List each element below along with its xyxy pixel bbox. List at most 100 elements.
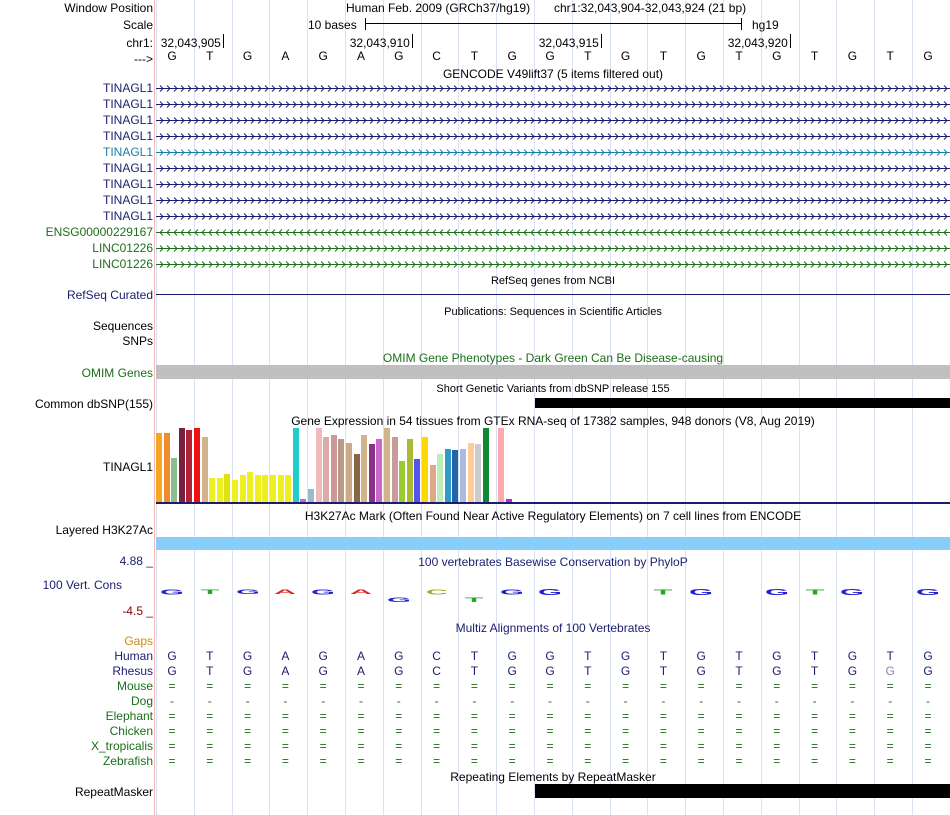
gtex-tissue-bar[interactable] <box>239 475 246 502</box>
gtex-tissue-bar[interactable] <box>467 442 474 502</box>
gencode-gene-label[interactable]: TINAGL1 <box>102 97 153 111</box>
gtex-tissue-bar[interactable] <box>315 428 322 502</box>
gtex-tissue-bar[interactable] <box>460 448 466 502</box>
sequences-label[interactable]: Sequences <box>92 319 153 333</box>
gencode-transcript[interactable] <box>156 132 950 141</box>
refseq-label[interactable]: RefSeq Curated <box>66 288 153 302</box>
publications-title[interactable]: Publications: Sequences in Scientific Ar… <box>444 306 662 318</box>
gencode-transcript[interactable] <box>156 84 950 93</box>
h3k27ac-signal[interactable] <box>156 537 950 550</box>
gencode-gene-label[interactable]: TINAGL1 <box>102 113 153 127</box>
gencode-gene-label[interactable]: LINC01226 <box>92 241 153 255</box>
gtex-tissue-bar[interactable] <box>224 473 231 502</box>
gtex-label[interactable]: TINAGL1 <box>102 460 153 474</box>
gtex-tissue-bar[interactable] <box>346 442 352 502</box>
gencode-transcript[interactable] <box>156 260 950 269</box>
gtex-tissue-bar[interactable] <box>376 439 383 502</box>
species-label[interactable]: Dog <box>130 694 153 708</box>
gtex-tissue-bar[interactable] <box>292 428 299 502</box>
refseq-title[interactable]: RefSeq genes from NCBI <box>490 275 616 287</box>
dbsnp-bar[interactable] <box>535 398 950 408</box>
gtex-tissue-bar[interactable] <box>232 479 238 502</box>
gtex-tissue-bar[interactable] <box>201 436 208 502</box>
gtex-tissue-bar[interactable] <box>209 478 216 502</box>
gencode-gene-label[interactable]: TINAGL1 <box>102 177 153 191</box>
species-label[interactable]: X_tropicalis <box>90 739 153 753</box>
repeatmasker-bar[interactable] <box>535 784 950 798</box>
species-label[interactable]: Mouse <box>116 679 153 693</box>
h3k27ac-label[interactable]: Layered H3K27Ac <box>55 523 153 537</box>
gtex-tissue-bar[interactable] <box>368 444 375 502</box>
gtex-tissue-bar[interactable] <box>399 461 406 502</box>
gencode-transcript[interactable] <box>156 212 950 221</box>
gencode-transcript[interactable] <box>156 100 950 109</box>
gtex-tissue-bar[interactable] <box>452 450 459 502</box>
gtex-tissue-bar[interactable] <box>186 430 193 502</box>
gtex-tissue-bar[interactable] <box>270 475 276 502</box>
snps-label[interactable]: SNPs <box>122 334 153 348</box>
gtex-tissue-bar[interactable] <box>308 488 314 502</box>
gtex-tissue-bar[interactable] <box>422 436 428 502</box>
gtex-tissue-bar[interactable] <box>498 428 504 502</box>
omim-bar[interactable] <box>156 365 950 379</box>
position-readout[interactable]: chr1:32,043,904-32,043,924 (21 bp) <box>554 1 747 15</box>
species-label[interactable]: Rhesus <box>112 664 153 678</box>
gtex-title[interactable]: Gene Expression in 54 tissues from GTEx … <box>291 414 815 428</box>
gtex-tissue-bar[interactable] <box>262 475 269 502</box>
gtex-tissue-bar[interactable] <box>384 428 390 502</box>
gencode-transcript[interactable] <box>156 196 950 205</box>
gtex-tissue-bar[interactable] <box>247 472 254 502</box>
gencode-gene-label[interactable]: TINAGL1 <box>102 193 153 207</box>
gtex-tissue-bar[interactable] <box>406 439 413 502</box>
gencode-transcript[interactable] <box>156 180 950 189</box>
gencode-gene-label[interactable]: TINAGL1 <box>102 81 153 95</box>
gtex-tissue-bar[interactable] <box>171 457 178 502</box>
gtex-tissue-bar[interactable] <box>353 453 360 502</box>
gtex-tissue-bar[interactable] <box>505 499 512 502</box>
gtex-tissue-bar[interactable] <box>361 435 368 502</box>
gtex-tissue-bar[interactable] <box>482 428 489 502</box>
gtex-tissue-bar[interactable] <box>156 433 162 502</box>
gencode-transcript[interactable] <box>156 244 950 253</box>
gtex-chart[interactable] <box>156 428 556 502</box>
gtex-tissue-bar[interactable] <box>391 436 398 502</box>
gencode-gene-label[interactable]: TINAGL1 <box>102 145 153 159</box>
gtex-tissue-bar[interactable] <box>414 459 421 502</box>
gencode-transcript[interactable] <box>156 228 950 237</box>
h3k27ac-title[interactable]: H3K27Ac Mark (Often Found Near Active Re… <box>304 509 802 523</box>
gtex-tissue-bar[interactable] <box>194 428 200 502</box>
dbsnp-label[interactable]: Common dbSNP(155) <box>34 397 153 411</box>
gtex-tissue-bar[interactable] <box>338 439 345 502</box>
gtex-tissue-bar[interactable] <box>437 453 444 502</box>
species-label[interactable]: Human <box>114 649 153 663</box>
gencode-title[interactable]: GENCODE V49lift37 (5 items filtered out) <box>442 67 664 81</box>
gtex-tissue-bar[interactable] <box>178 428 185 502</box>
conservation-label[interactable]: 100 Vert. Cons <box>42 578 122 592</box>
gaps-label[interactable]: Gaps <box>124 634 153 648</box>
gtex-tissue-bar[interactable] <box>444 448 451 502</box>
gtex-tissue-bar[interactable] <box>323 436 330 502</box>
repeatmasker-label[interactable]: RepeatMasker <box>74 785 153 799</box>
gtex-tissue-bar[interactable] <box>285 475 292 502</box>
gencode-gene-label[interactable]: TINAGL1 <box>102 161 153 175</box>
gtex-tissue-bar[interactable] <box>429 465 436 502</box>
gtex-tissue-bar[interactable] <box>300 499 307 502</box>
gencode-gene-label[interactable]: LINC01226 <box>92 257 153 271</box>
gencode-gene-label[interactable]: ENSG00000229167 <box>45 225 153 239</box>
gencode-transcript[interactable] <box>156 116 950 125</box>
gtex-tissue-bar[interactable] <box>163 433 170 502</box>
gencode-gene-label[interactable]: TINAGL1 <box>102 129 153 143</box>
dbsnp-title[interactable]: Short Genetic Variants from dbSNP releas… <box>436 383 670 395</box>
gtex-tissue-bar[interactable] <box>254 475 261 502</box>
gencode-gene-label[interactable]: TINAGL1 <box>102 209 153 223</box>
omim-title[interactable]: OMIM Gene Phenotypes - Dark Green Can Be… <box>382 351 724 365</box>
species-label[interactable]: Chicken <box>109 724 153 738</box>
gtex-tissue-bar[interactable] <box>330 435 337 502</box>
gtex-tissue-bar[interactable] <box>475 444 482 502</box>
gencode-transcript[interactable] <box>156 148 950 157</box>
gtex-tissue-bar[interactable] <box>277 475 284 502</box>
repeatmasker-title[interactable]: Repeating Elements by RepeatMasker <box>450 770 656 784</box>
conservation-title[interactable]: 100 vertebrates Basewise Conservation by… <box>418 555 688 569</box>
multiz-title[interactable]: Multiz Alignments of 100 Vertebrates <box>455 621 651 635</box>
gtex-tissue-bar[interactable] <box>216 478 223 502</box>
